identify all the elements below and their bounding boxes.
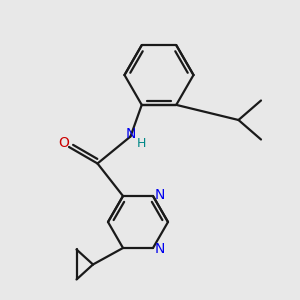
Text: O: O <box>58 136 69 150</box>
Text: N: N <box>154 188 165 202</box>
Text: N: N <box>125 128 136 141</box>
Text: H: H <box>137 136 147 150</box>
Text: N: N <box>154 242 165 256</box>
